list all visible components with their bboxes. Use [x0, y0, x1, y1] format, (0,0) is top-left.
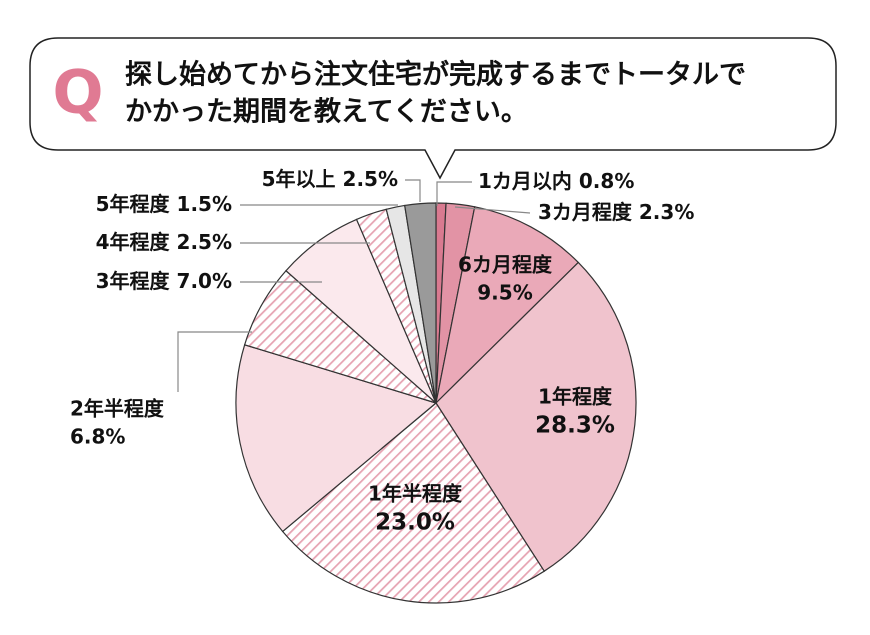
value-label: 2.5% [177, 230, 232, 254]
value-label: 6.8% [70, 425, 125, 449]
value-label: 2.3% [639, 200, 694, 224]
pie-slice [235, 344, 438, 533]
title-line: 探し始めてから注文住宅が完成するまでトータルで [125, 59, 746, 91]
slice-label: 5年程度 1.5% [96, 192, 232, 216]
category-label: 2年半程度 [70, 397, 165, 421]
title-line: かかった期間を教えてください。 [125, 97, 528, 128]
slice-label: 3年程度 7.0% [96, 269, 232, 293]
value-label: 0.8% [579, 169, 634, 193]
slice-label: 1カ月以内 0.8% [478, 169, 634, 193]
category-label: 6カ月程度 [458, 253, 553, 277]
pie-slice [404, 202, 437, 404]
value-label: 7.0% [177, 269, 232, 293]
slice-label: 5年以上 2.5% [262, 167, 398, 191]
category-label: 1カ月以内 [478, 169, 572, 193]
labels: 1カ月以内 0.8% 3カ月程度 2.3% 6カ月程度 9.5% 1年程度 28.3% 1年… [70, 167, 694, 536]
value-label: 23.0% [375, 510, 455, 536]
category-label: 3年程度 [96, 269, 171, 293]
speech-bubble [29, 37, 837, 180]
category-label: 3カ月程度 [538, 200, 633, 224]
pie-slice [435, 261, 637, 573]
category-label: 4年程度 [96, 230, 171, 254]
leader-line [405, 179, 421, 202]
slice-label: 4年程度 2.5% [96, 230, 232, 254]
leader-line [177, 331, 252, 392]
leader-line [454, 206, 531, 214]
category-label: 1年程度 [538, 385, 613, 409]
pie [235, 202, 637, 604]
category-label: 5年程度 [96, 192, 171, 216]
value-label: 2.5% [343, 167, 398, 191]
pie-slice [281, 402, 546, 604]
value-label: 9.5% [477, 281, 532, 305]
value-label: 28.3% [535, 413, 615, 439]
pie-slice [435, 206, 580, 405]
slice-label: 3カ月程度 2.3% [538, 200, 694, 224]
value-label: 1.5% [177, 192, 232, 216]
question-marker: Q [52, 58, 103, 128]
category-label: 1年半程度 [368, 482, 463, 506]
leader-line [436, 181, 472, 206]
category-label: 5年以上 [262, 167, 336, 191]
